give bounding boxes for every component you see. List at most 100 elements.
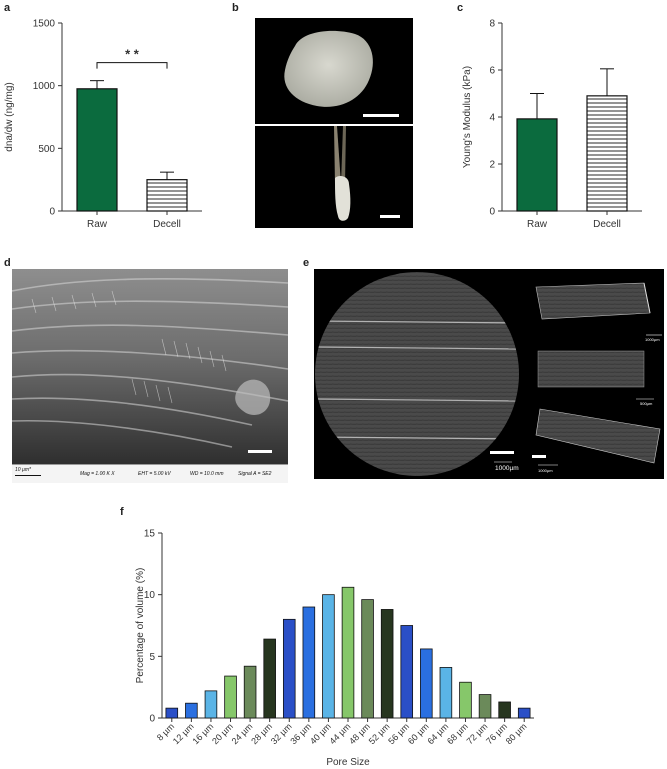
scale-bar-main bbox=[490, 451, 514, 454]
sem-scale-line bbox=[15, 475, 41, 476]
bar bbox=[498, 701, 511, 719]
bar-raw bbox=[516, 118, 558, 212]
y-tick-label: 5 bbox=[149, 652, 155, 663]
microct-3d-top bbox=[535, 282, 651, 320]
x-tick-label: 80 µm bbox=[504, 721, 529, 746]
chart-a: 0 500 1000 1500 dna/dw (ng/mg) Raw Decell * * bbox=[4, 19, 202, 230]
y-tick-label: 2 bbox=[489, 160, 495, 171]
tissue-tweezers-image bbox=[334, 126, 400, 221]
bar bbox=[341, 586, 355, 719]
scale-bar-small bbox=[532, 455, 546, 458]
y-axis-label: Young's Modulus (kPa) bbox=[462, 66, 473, 168]
panel-letter-e: e bbox=[303, 257, 310, 269]
tweezer-right bbox=[341, 126, 346, 184]
microct-3d-middle bbox=[537, 350, 645, 388]
bar bbox=[282, 618, 296, 719]
scale-label-middle: 500µm bbox=[640, 401, 653, 406]
x-tick-label: 32 µm bbox=[269, 721, 294, 746]
x-tick-label: 44 µm bbox=[328, 721, 353, 746]
y-tick-label: 15 bbox=[144, 529, 156, 540]
scale-label-small: 1000µm bbox=[538, 468, 553, 473]
sem-scale-label: 10 µm* bbox=[15, 467, 31, 473]
scale-label-main: 1000µm bbox=[495, 465, 519, 472]
x-tick-label: 36 µm bbox=[288, 721, 313, 746]
bar-raw bbox=[76, 88, 118, 212]
microct-image: 1000µm 1000µm 500µm 1000µm bbox=[314, 269, 664, 479]
y-tick-label: 500 bbox=[38, 144, 55, 155]
x-tick-label: 12 µm bbox=[171, 721, 196, 746]
x-tick-label: Decell bbox=[593, 219, 621, 230]
y-tick-label: 0 bbox=[149, 714, 155, 725]
x-tick-label: 72 µm bbox=[465, 721, 490, 746]
tweezer-left bbox=[334, 126, 341, 184]
significance-label: * * bbox=[125, 47, 140, 62]
x-tick-label: Raw bbox=[87, 219, 108, 230]
microct-render: 1000µm 1000µm 500µm 1000µm bbox=[315, 272, 662, 476]
y-tick-label: 1500 bbox=[33, 19, 56, 30]
scale-label-top: 1000µm bbox=[645, 337, 660, 342]
y-tick-label: 1000 bbox=[33, 81, 56, 92]
x-tick-label: 52 µm bbox=[367, 721, 392, 746]
bar bbox=[420, 648, 433, 719]
x-tick-label: 64 µm bbox=[425, 721, 450, 746]
bar bbox=[380, 609, 394, 719]
scale-bar bbox=[380, 215, 400, 218]
sem-image: 10 µm* Mag = 1.00 K X EHT = 5.00 kV WD =… bbox=[12, 269, 288, 483]
panel-letter-a: a bbox=[4, 2, 11, 14]
bar bbox=[165, 707, 179, 719]
bar bbox=[400, 625, 414, 719]
significance-bracket bbox=[96, 62, 168, 69]
bar bbox=[459, 681, 472, 719]
bar bbox=[322, 594, 335, 719]
x-tick-label: 24 µm bbox=[230, 721, 255, 746]
bar bbox=[185, 702, 198, 719]
x-tick-label: 76 µm bbox=[484, 721, 509, 746]
y-tick-label: 8 bbox=[489, 19, 495, 30]
bar-decell bbox=[586, 95, 628, 212]
bar bbox=[243, 665, 257, 719]
sem-eht: EHT = 5.00 kV bbox=[138, 471, 171, 477]
x-tick-label: 60 µm bbox=[406, 721, 431, 746]
microct-cross-section bbox=[315, 272, 519, 476]
sem-wd: WD = 10.0 mm bbox=[190, 471, 224, 477]
tissue-disc-image bbox=[284, 30, 399, 117]
x-tick-label: 40 µm bbox=[308, 721, 333, 746]
panel-letter-f: f bbox=[120, 506, 124, 518]
x-tick-label: Decell bbox=[153, 219, 181, 230]
y-axis-label: Percentage of volume (%) bbox=[135, 568, 146, 684]
photo-tissue-tweezers bbox=[255, 126, 413, 228]
panel-letter-b: b bbox=[232, 2, 239, 14]
sem-footer: 10 µm* Mag = 1.00 K X EHT = 5.00 kV WD =… bbox=[12, 464, 288, 483]
tissue-strip bbox=[335, 176, 351, 221]
sem-signal: Signal A = SE2 bbox=[238, 471, 272, 477]
sem-fibers-image bbox=[12, 269, 288, 465]
x-tick-label: 16 µm bbox=[190, 721, 215, 746]
bar bbox=[224, 675, 237, 719]
bar bbox=[517, 707, 531, 719]
bar bbox=[478, 694, 492, 719]
bar bbox=[204, 690, 218, 719]
x-tick-label: 48 µm bbox=[347, 721, 372, 746]
bar bbox=[439, 667, 453, 719]
bar bbox=[263, 638, 276, 719]
panel-letter-c: c bbox=[457, 2, 464, 14]
x-tick-label: 20 µm bbox=[210, 721, 235, 746]
y-tick-label: 0 bbox=[49, 207, 55, 218]
bar bbox=[302, 606, 316, 719]
x-tick-label: 28 µm bbox=[249, 721, 274, 746]
photo-tissue-disc bbox=[255, 18, 413, 124]
sem-mag: Mag = 1.00 K X bbox=[80, 471, 115, 477]
scale-bar bbox=[248, 450, 272, 453]
bar bbox=[361, 599, 374, 719]
x-tick-label: 68 µm bbox=[445, 721, 470, 746]
y-tick-label: 10 bbox=[144, 590, 156, 601]
x-axis-label: Pore Size bbox=[326, 757, 370, 768]
y-tick-label: 4 bbox=[489, 113, 495, 124]
bar-decell bbox=[146, 179, 188, 212]
y-tick-label: 0 bbox=[489, 207, 495, 218]
tissue-disc bbox=[284, 30, 373, 107]
scale-bar bbox=[363, 114, 399, 117]
y-tick-label: 6 bbox=[489, 66, 495, 77]
